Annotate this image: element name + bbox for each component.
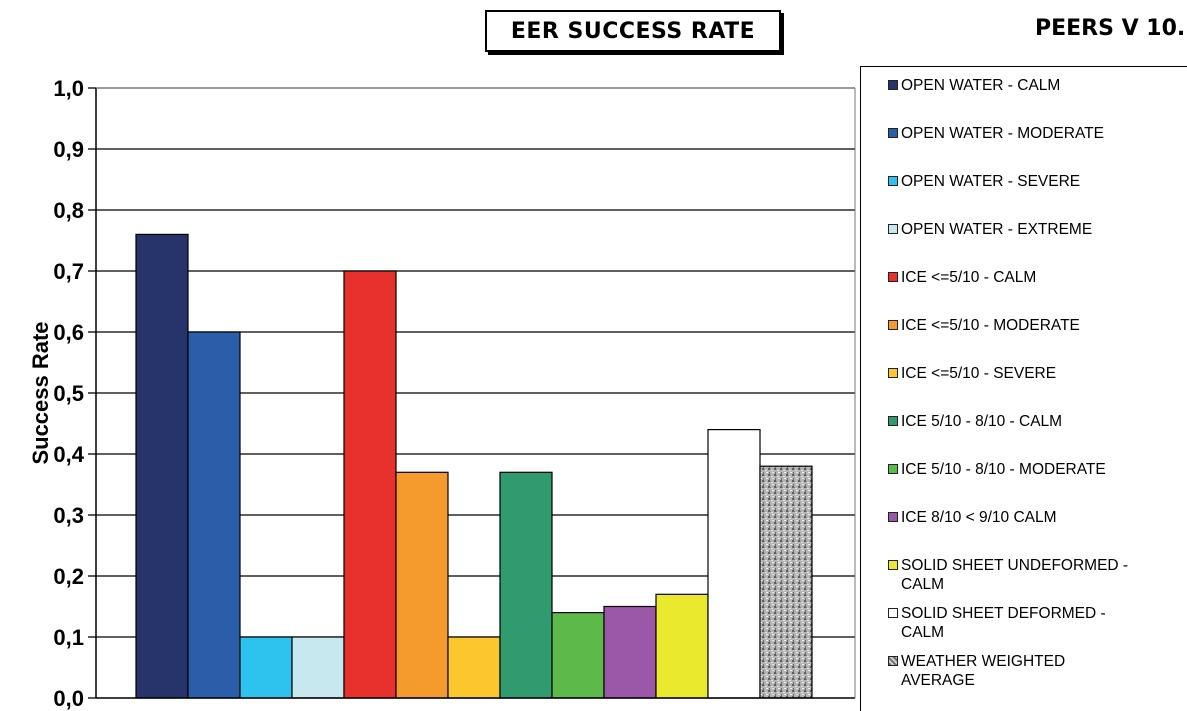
- axes: [95, 87, 856, 699]
- legend-label: OPEN WATER - MODERATE: [901, 125, 1104, 142]
- bar: [707, 429, 761, 699]
- legend-item: OPEN WATER - SEVERE: [888, 172, 1080, 191]
- y-axis-label: Success Rate: [28, 321, 53, 464]
- bar: [291, 636, 345, 699]
- bar: [447, 636, 501, 699]
- bar: [603, 605, 657, 699]
- legend-item: OPEN WATER - CALM: [888, 76, 1060, 95]
- y-tick-label: 1,0: [53, 76, 84, 101]
- bar: [239, 636, 293, 699]
- legend-swatch: [888, 512, 898, 522]
- legend-swatch: [888, 224, 898, 234]
- chart-subtitle: PEERS V 10.: [1035, 16, 1186, 41]
- legend-swatch: [888, 464, 898, 474]
- y-tick-labels: 0,0 0,1 0,2 0,3 0,4 0,5 0,6 0,7 0,8 0,9 1,0: [53, 76, 84, 711]
- bar: [135, 233, 189, 699]
- legend-swatch: [888, 656, 898, 666]
- legend-item: ICE 5/10 - 8/10 - MODERATE: [888, 460, 1106, 479]
- legend-label: ICE <=5/10 - MODERATE: [901, 317, 1080, 334]
- legend-label: WEATHER WEIGHTED AVERAGE: [901, 653, 1066, 689]
- legend-item: ICE 5/10 - 8/10 - CALM: [888, 412, 1062, 431]
- bar: [395, 471, 449, 699]
- bar: [551, 611, 605, 699]
- legend-swatch: [888, 416, 898, 426]
- y-tick-label: 0,5: [53, 381, 84, 406]
- bar: [499, 471, 553, 699]
- legend-item: ICE <=5/10 - MODERATE: [888, 316, 1080, 335]
- legend-swatch: [888, 320, 898, 330]
- legend-swatch: [888, 128, 898, 138]
- legend-item: OPEN WATER - EXTREME: [888, 220, 1092, 239]
- bar: [343, 270, 397, 699]
- legend-item: WEATHER WEIGHTED AVERAGE: [888, 652, 1065, 690]
- y-tick-label: 0,0: [53, 686, 84, 711]
- legend-item: OPEN WATER - MODERATE: [888, 124, 1104, 143]
- legend-label: OPEN WATER - EXTREME: [901, 221, 1093, 238]
- legend-item: ICE <=5/10 - SEVERE: [888, 364, 1056, 383]
- legend-label: SOLID SHEET DEFORMED - CALM: [901, 605, 1106, 641]
- y-tick-label: 0,1: [53, 625, 84, 650]
- y-tick-label: 0,3: [53, 503, 84, 528]
- legend-item: SOLID SHEET DEFORMED - CALM: [888, 604, 1106, 642]
- bar: [187, 331, 241, 699]
- legend-swatch: [888, 176, 898, 186]
- y-tick-label: 0,6: [53, 320, 84, 345]
- legend-item: SOLID SHEET UNDEFORMED - CALM: [888, 556, 1128, 594]
- chart-legend: OPEN WATER - CALM OPEN WATER - MODERATE OP…: [860, 66, 1187, 711]
- legend-swatch: [888, 608, 898, 618]
- chart-title-text: EER SUCCESS RATE: [510, 18, 756, 44]
- legend-label: ICE 8/10 < 9/10 CALM: [901, 509, 1057, 526]
- legend-item: ICE 8/10 < 9/10 CALM: [888, 508, 1057, 527]
- legend-swatch: [888, 272, 898, 282]
- bars: [135, 233, 813, 699]
- legend-label: ICE <=5/10 - SEVERE: [901, 365, 1057, 382]
- legend-label: OPEN WATER - SEVERE: [901, 173, 1081, 190]
- bar: [655, 593, 709, 699]
- chart-title: EER SUCCESS RATE: [485, 10, 781, 52]
- legend-label: ICE 5/10 - 8/10 - CALM: [901, 413, 1063, 430]
- legend-swatch: [888, 368, 898, 378]
- y-tick-label: 0,8: [53, 198, 84, 223]
- legend-swatch: [888, 80, 898, 90]
- legend-swatch: [888, 560, 898, 570]
- y-tick-label: 0,4: [53, 442, 84, 467]
- legend-label: ICE 5/10 - 8/10 - MODERATE: [901, 461, 1106, 478]
- legend-item: ICE <=5/10 - CALM: [888, 268, 1036, 287]
- y-tick-label: 0,7: [53, 259, 84, 284]
- bar: [759, 465, 813, 699]
- y-tick-label: 0,9: [53, 137, 84, 162]
- legend-label: ICE <=5/10 - CALM: [901, 269, 1037, 286]
- legend-label: OPEN WATER - CALM: [901, 77, 1061, 94]
- legend-label: SOLID SHEET UNDEFORMED - CALM: [901, 557, 1129, 593]
- y-tick-label: 0,2: [53, 564, 84, 589]
